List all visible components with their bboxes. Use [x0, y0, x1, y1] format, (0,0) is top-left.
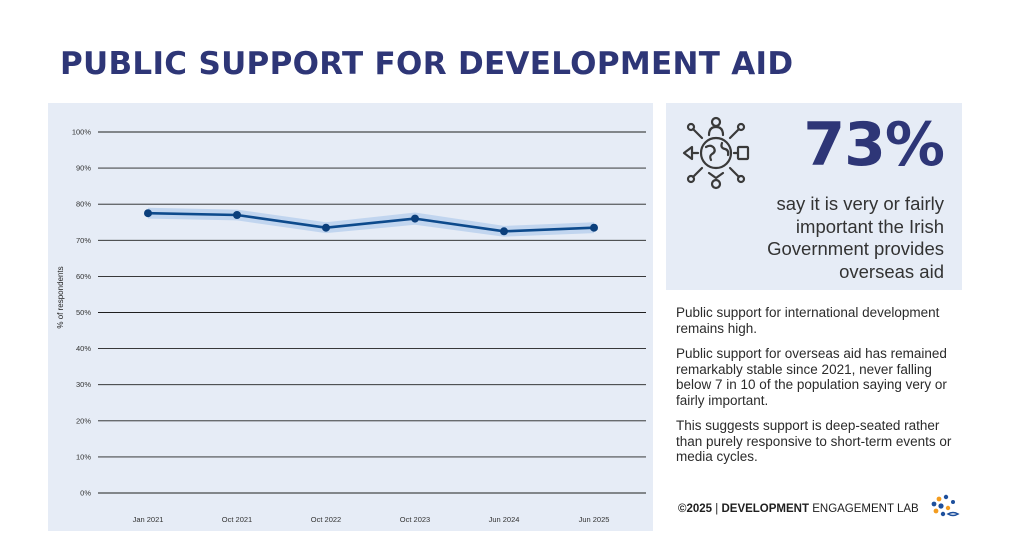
x-tick-label: Oct 2022 — [311, 515, 341, 524]
y-tick-label: 20% — [76, 416, 91, 425]
y-tick-label: 60% — [76, 272, 91, 281]
y-tick-label: 80% — [76, 200, 91, 209]
y-axis-label: % of respondents — [56, 266, 65, 328]
y-tick-label: 50% — [76, 308, 91, 317]
x-tick-label: Oct 2021 — [222, 515, 252, 524]
line-chart: 0% 10% 20% 30% 40% 50% 60% 70% 80% 90% 100% Jan 202… — [56, 128, 646, 524]
x-tick-label: Oct 2023 — [400, 515, 430, 524]
footer-separator: | — [715, 503, 719, 515]
data-point — [590, 223, 598, 232]
summary-paragraph: This suggests support is deep-seated rat… — [676, 418, 952, 464]
summary-paragraph: Public support for overseas aid has rema… — [676, 346, 947, 408]
stat-caption: say it is very or fairly important the I… — [767, 193, 944, 282]
chart-panel: 0% 10% 20% 30% 40% 50% 60% 70% 80% 90% 100% Jan 202… — [48, 103, 653, 531]
y-tick-label: 10% — [76, 452, 91, 461]
org-name-rest: ENGAGEMENT LAB — [812, 503, 919, 515]
x-tick-label: Jan 2021 — [133, 515, 164, 524]
globe-people-icon — [682, 116, 750, 190]
y-tick-label: 90% — [76, 164, 91, 173]
y-tick-label: 70% — [76, 236, 91, 245]
series-line — [147, 211, 595, 233]
y-tick-label: 0% — [80, 489, 91, 498]
summary-text: Public support for international develop… — [676, 305, 958, 475]
x-tick-label: Jun 2024 — [489, 515, 520, 524]
data-point — [233, 211, 241, 219]
y-tick-label: 30% — [76, 380, 91, 389]
data-point — [500, 227, 508, 236]
data-point — [144, 209, 152, 218]
summary-paragraph: Public support for international develop… — [676, 305, 940, 336]
data-point — [411, 214, 419, 223]
del-logo-icon — [931, 494, 960, 517]
headline-stat: 73% — [803, 110, 945, 180]
y-tick-label: 100% — [72, 128, 92, 137]
stat-box: 73% say it is very or fairly important t… — [666, 103, 962, 290]
footer: ©2025 | DEVELOPMENT ENGAGEMENT LAB — [678, 503, 919, 515]
copyright: ©2025 — [678, 503, 713, 515]
data-point — [322, 223, 330, 232]
x-tick-label: Jun 2025 — [579, 515, 610, 524]
y-tick-label: 40% — [76, 344, 91, 353]
org-name-bold: DEVELOPMENT — [721, 503, 810, 515]
page-title: PUBLIC SUPPORT FOR DEVELOPMENT AID — [60, 46, 794, 82]
